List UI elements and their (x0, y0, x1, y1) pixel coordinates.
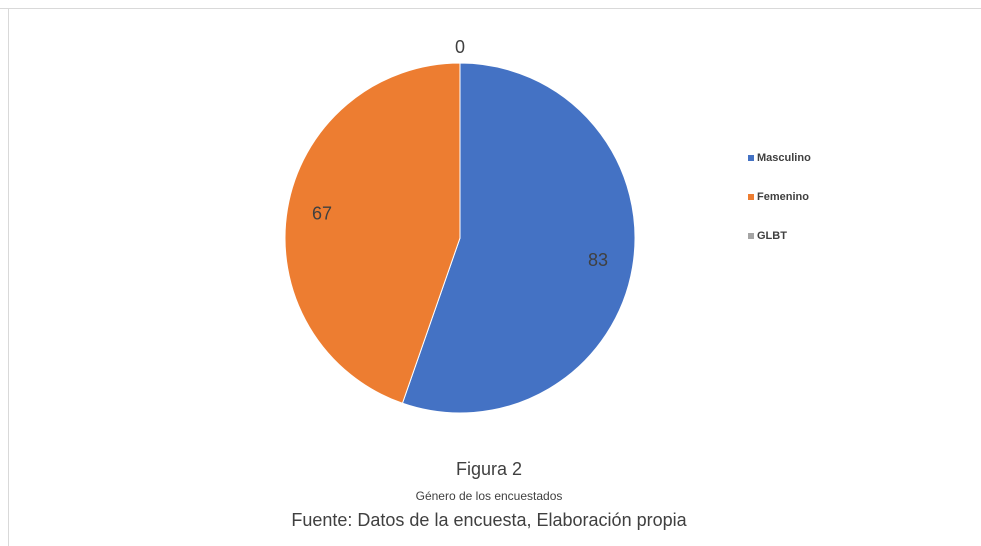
caption-source: Fuente: Datos de la encuesta, Elaboració… (291, 510, 687, 530)
pie-slice (284, 62, 461, 404)
caption-figure: Figura 2 (456, 459, 522, 479)
legend-label: Masculino (757, 152, 811, 164)
pie-slice (401, 62, 636, 414)
legend-label: GLBT (757, 230, 787, 242)
legend-label: Femenino (757, 191, 809, 203)
legend-swatch (748, 155, 754, 161)
data-label: 0 (455, 37, 465, 57)
legend-swatch (748, 233, 754, 239)
caption-subtitle: Género de los encuestados (416, 489, 563, 503)
data-label: 67 (312, 203, 332, 223)
data-label: 83 (588, 250, 608, 270)
legend-swatch (748, 194, 754, 200)
